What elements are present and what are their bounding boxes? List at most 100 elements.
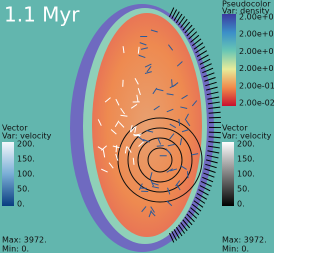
arrow xyxy=(184,113,189,121)
arrow xyxy=(166,168,173,173)
arrow xyxy=(171,231,178,241)
arrow xyxy=(202,67,214,74)
arrow xyxy=(176,61,183,67)
arrow xyxy=(166,108,174,113)
arrow xyxy=(150,29,158,33)
arrow xyxy=(169,232,175,243)
arrow xyxy=(198,189,209,196)
arrow xyxy=(205,81,217,87)
arrow xyxy=(198,54,209,61)
arrow xyxy=(175,180,181,187)
arrow xyxy=(156,145,164,147)
arrow xyxy=(129,124,133,132)
arrow xyxy=(196,192,208,200)
arrow xyxy=(191,100,198,107)
arrow xyxy=(101,145,108,151)
arrow xyxy=(180,222,188,232)
arrow xyxy=(115,98,120,106)
arrow xyxy=(130,103,138,109)
arrow xyxy=(169,123,177,129)
arrow xyxy=(208,140,221,144)
arrow xyxy=(208,131,221,134)
arrow xyxy=(182,21,191,31)
tick-label: 0. xyxy=(17,200,25,209)
arrow xyxy=(178,16,186,26)
arrow xyxy=(207,96,220,100)
arrow xyxy=(203,172,215,178)
arrow xyxy=(115,145,118,153)
arrow xyxy=(110,129,117,135)
arrow xyxy=(101,168,108,173)
arrow xyxy=(151,182,159,186)
arrow xyxy=(134,78,139,85)
arrow xyxy=(138,183,143,191)
density-ticks: 2.00e+03 2.00e+02 2.00e+01 2.00e+00 2.00e-01… xyxy=(239,13,274,108)
arrow xyxy=(134,133,142,136)
colorbar xyxy=(2,142,14,206)
arrow xyxy=(156,88,164,92)
arrow xyxy=(207,150,220,154)
arrow xyxy=(204,168,216,173)
arrow xyxy=(142,139,150,143)
tick-label: 2.00e-01 xyxy=(239,81,274,90)
arrow xyxy=(166,93,174,96)
arrow xyxy=(150,206,155,213)
arrow xyxy=(196,50,208,58)
arrow xyxy=(173,11,180,21)
arrow xyxy=(112,145,120,149)
arrow xyxy=(114,120,120,128)
arrow xyxy=(134,125,137,133)
arrow xyxy=(148,210,152,218)
arrow xyxy=(141,206,147,213)
arrow xyxy=(173,229,180,239)
arrow xyxy=(175,226,183,237)
arrow xyxy=(137,88,141,96)
arrow xyxy=(146,66,152,73)
tick-label: 2.00e-02 xyxy=(239,99,274,108)
arrow xyxy=(138,141,145,147)
arrow xyxy=(137,46,140,54)
arrow xyxy=(193,200,204,208)
arrow xyxy=(136,94,139,102)
arrow xyxy=(170,168,178,172)
legend-title: Vector xyxy=(2,124,28,133)
arrow xyxy=(208,116,221,119)
legend-min: Min: 0. xyxy=(222,245,249,253)
arrow xyxy=(180,106,188,109)
arrow xyxy=(180,18,188,28)
arrow xyxy=(184,216,193,226)
visualization: 1.1 Myr Pseudocolor Var: density 2.00e+0… xyxy=(0,0,274,253)
velocity-vectors xyxy=(97,7,221,243)
arrow xyxy=(208,136,221,139)
arrow xyxy=(207,145,220,149)
arrow xyxy=(206,154,219,159)
arrow xyxy=(172,82,179,88)
tick-label: 2.00e+00 xyxy=(239,64,274,73)
legend-variable: Var: velocity xyxy=(222,132,272,141)
arrow xyxy=(206,86,218,91)
arrow xyxy=(178,224,186,234)
arrow xyxy=(167,187,171,195)
arrow xyxy=(195,196,206,204)
arrow xyxy=(206,159,218,164)
arrow xyxy=(169,133,175,140)
arrow xyxy=(178,118,181,126)
arrow xyxy=(188,31,198,40)
arrow xyxy=(168,44,174,51)
legend-variable: Var: density xyxy=(222,7,270,16)
legend-title: Vector xyxy=(222,124,248,133)
arrow xyxy=(188,210,198,219)
arrow xyxy=(190,207,200,216)
arrow xyxy=(171,9,178,19)
tick-label: 50. xyxy=(237,185,250,194)
arrow xyxy=(169,7,175,18)
arrow xyxy=(184,24,193,34)
arrow xyxy=(150,179,154,187)
arrow xyxy=(97,119,102,126)
arrow xyxy=(140,47,148,50)
dense-core xyxy=(92,13,202,237)
density-colorbar xyxy=(222,14,236,106)
arrow xyxy=(120,107,126,115)
arrow xyxy=(108,162,114,169)
arrow xyxy=(157,137,162,145)
